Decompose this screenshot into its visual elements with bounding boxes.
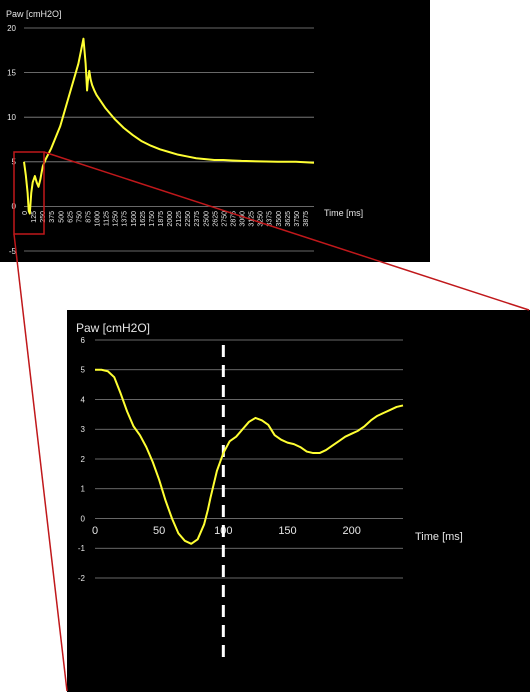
detail-y-tick-label: 0	[81, 514, 86, 523]
overview-chart-background	[0, 0, 430, 262]
overview-x-tick-label: 1375	[122, 211, 129, 227]
overview-x-tick-label: 3250	[258, 211, 265, 227]
overview-x-tick-label: 2125	[176, 211, 183, 227]
detail-x-tick-label: 200	[342, 525, 360, 537]
overview-x-tick-label: 1500	[131, 211, 138, 227]
detail-x-tick-label: 150	[278, 525, 296, 537]
zoom-selection-box	[13, 151, 45, 235]
overview-x-tick-label: 1750	[149, 211, 156, 227]
overview-x-tick-label: 1625	[140, 211, 147, 227]
detail-x-tick-label: 0	[92, 525, 98, 537]
overview-x-tick-label: 875	[85, 211, 92, 223]
overview-x-tick-label: 750	[76, 211, 83, 223]
detail-grid	[95, 339, 403, 579]
detail-y-tick-label: 2	[81, 455, 86, 464]
detail-y-tick-label: -2	[78, 574, 86, 583]
detail-series-line	[95, 368, 404, 545]
overview-y-tick-label: 10	[7, 113, 16, 122]
overview-x-tick-label: 3875	[303, 211, 310, 227]
overview-y-axis-label: Paw [cmH2O]	[6, 9, 62, 19]
overview-x-tick-label: 2500	[203, 211, 210, 227]
detail-x-axis-label: Time [ms]	[415, 531, 463, 543]
detail-x-tick-labels: 050100150200	[92, 525, 361, 537]
detail-y-tick-label: 3	[81, 425, 86, 434]
zoom-connector-line-bottom	[13, 233, 68, 692]
overview-x-tick-label: 1000	[95, 211, 102, 227]
overview-y-tick-label: 15	[7, 68, 16, 77]
overview-y-tick-label: 20	[7, 24, 16, 33]
zoom-connector-line-top	[43, 151, 530, 311]
overview-x-tick-label: 2250	[185, 211, 192, 227]
overview-x-tick-label: 0	[22, 211, 29, 215]
overview-x-tick-label: 2000	[167, 211, 174, 227]
overview-x-tick-label: 2750	[221, 211, 228, 227]
overview-x-tick-label: 3375	[267, 211, 274, 227]
overview-x-tick-label: 375	[49, 211, 56, 223]
overview-x-tick-label: 2625	[212, 211, 219, 227]
detail-y-tick-label: 5	[81, 366, 86, 375]
overview-x-tick-label: 1875	[158, 211, 165, 227]
overview-x-tick-label: 3750	[294, 211, 301, 227]
overview-x-tick-label: 500	[58, 211, 65, 223]
detail-y-tick-label: -1	[78, 544, 86, 553]
overview-x-axis-label: Time [ms]	[324, 208, 363, 218]
overview-x-tick-labels: 0 125 250 375 500 625 750 875 1000 1125 1250 1375 15…	[22, 211, 310, 227]
detail-y-tick-label: 4	[81, 395, 86, 404]
detail-x-tick-label: 50	[153, 525, 165, 537]
overview-x-tick-label: 1250	[113, 211, 120, 227]
overview-x-tick-label: 3500	[276, 211, 283, 227]
overview-x-tick-label: 3125	[249, 211, 256, 227]
overview-x-tick-label: 2375	[194, 211, 201, 227]
overview-x-tick-label: 2875	[230, 211, 237, 227]
overview-y-tick-label: -5	[9, 247, 17, 256]
overview-series-line	[23, 37, 315, 215]
overview-x-tick-label: 3000	[240, 211, 247, 227]
detail-y-tick-label: 1	[81, 485, 86, 494]
detail-y-axis-label: Paw [cmH2O]	[76, 321, 150, 335]
overview-x-tick-label: 125	[31, 211, 38, 223]
overview-x-tick-label: 3625	[285, 211, 292, 227]
overview-x-tick-label: 1125	[104, 211, 111, 226]
detail-y-tick-labels: -2 -1 0 1 2 3 4 5 6	[78, 336, 86, 583]
detail-chart-background	[67, 310, 530, 692]
detail-y-tick-label: 6	[81, 336, 86, 345]
overview-x-tick-label: 625	[67, 211, 74, 223]
